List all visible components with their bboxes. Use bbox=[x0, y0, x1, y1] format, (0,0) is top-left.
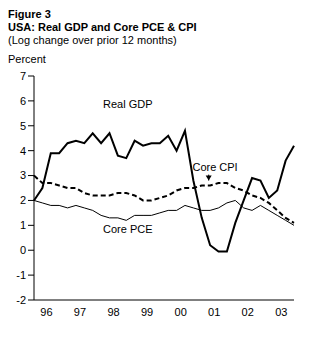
svg-text:3: 3 bbox=[20, 169, 26, 181]
html-text:Core PCE: Core PCE bbox=[103, 222, 153, 235]
svg-text:4: 4 bbox=[20, 145, 26, 157]
svg-text:-2: -2 bbox=[16, 294, 26, 306]
html-text:Percent: Percent bbox=[8, 53, 46, 65]
svg-text:01: 01 bbox=[208, 306, 220, 318]
html-text:(Log change over prior 12 mont: (Log change over prior 12 months) bbox=[8, 34, 177, 46]
svg-text:-1: -1 bbox=[16, 269, 26, 281]
svg-text:96: 96 bbox=[40, 306, 52, 318]
html-text:Core CPI: Core CPI bbox=[192, 160, 238, 173]
svg-text:97: 97 bbox=[74, 306, 86, 318]
svg-text:1: 1 bbox=[20, 219, 26, 231]
svg-text:6: 6 bbox=[20, 95, 26, 107]
html-text:Figure 3: Figure 3 bbox=[8, 8, 51, 20]
svg-text:5: 5 bbox=[20, 120, 26, 132]
svg-text:98: 98 bbox=[107, 306, 119, 318]
svg-text:99: 99 bbox=[141, 306, 153, 318]
svg-text:0: 0 bbox=[20, 244, 26, 256]
html-text:Real GDP: Real GDP bbox=[103, 98, 153, 111]
svg-text:02: 02 bbox=[242, 306, 254, 318]
svg-text:00: 00 bbox=[175, 306, 187, 318]
svg-text:7: 7 bbox=[20, 70, 26, 82]
svg-text:03: 03 bbox=[275, 306, 287, 318]
html-text:USA: Real GDP and Core PCE & C: USA: Real GDP and Core PCE & CPI bbox=[8, 21, 197, 33]
svg-text:2: 2 bbox=[20, 194, 26, 206]
